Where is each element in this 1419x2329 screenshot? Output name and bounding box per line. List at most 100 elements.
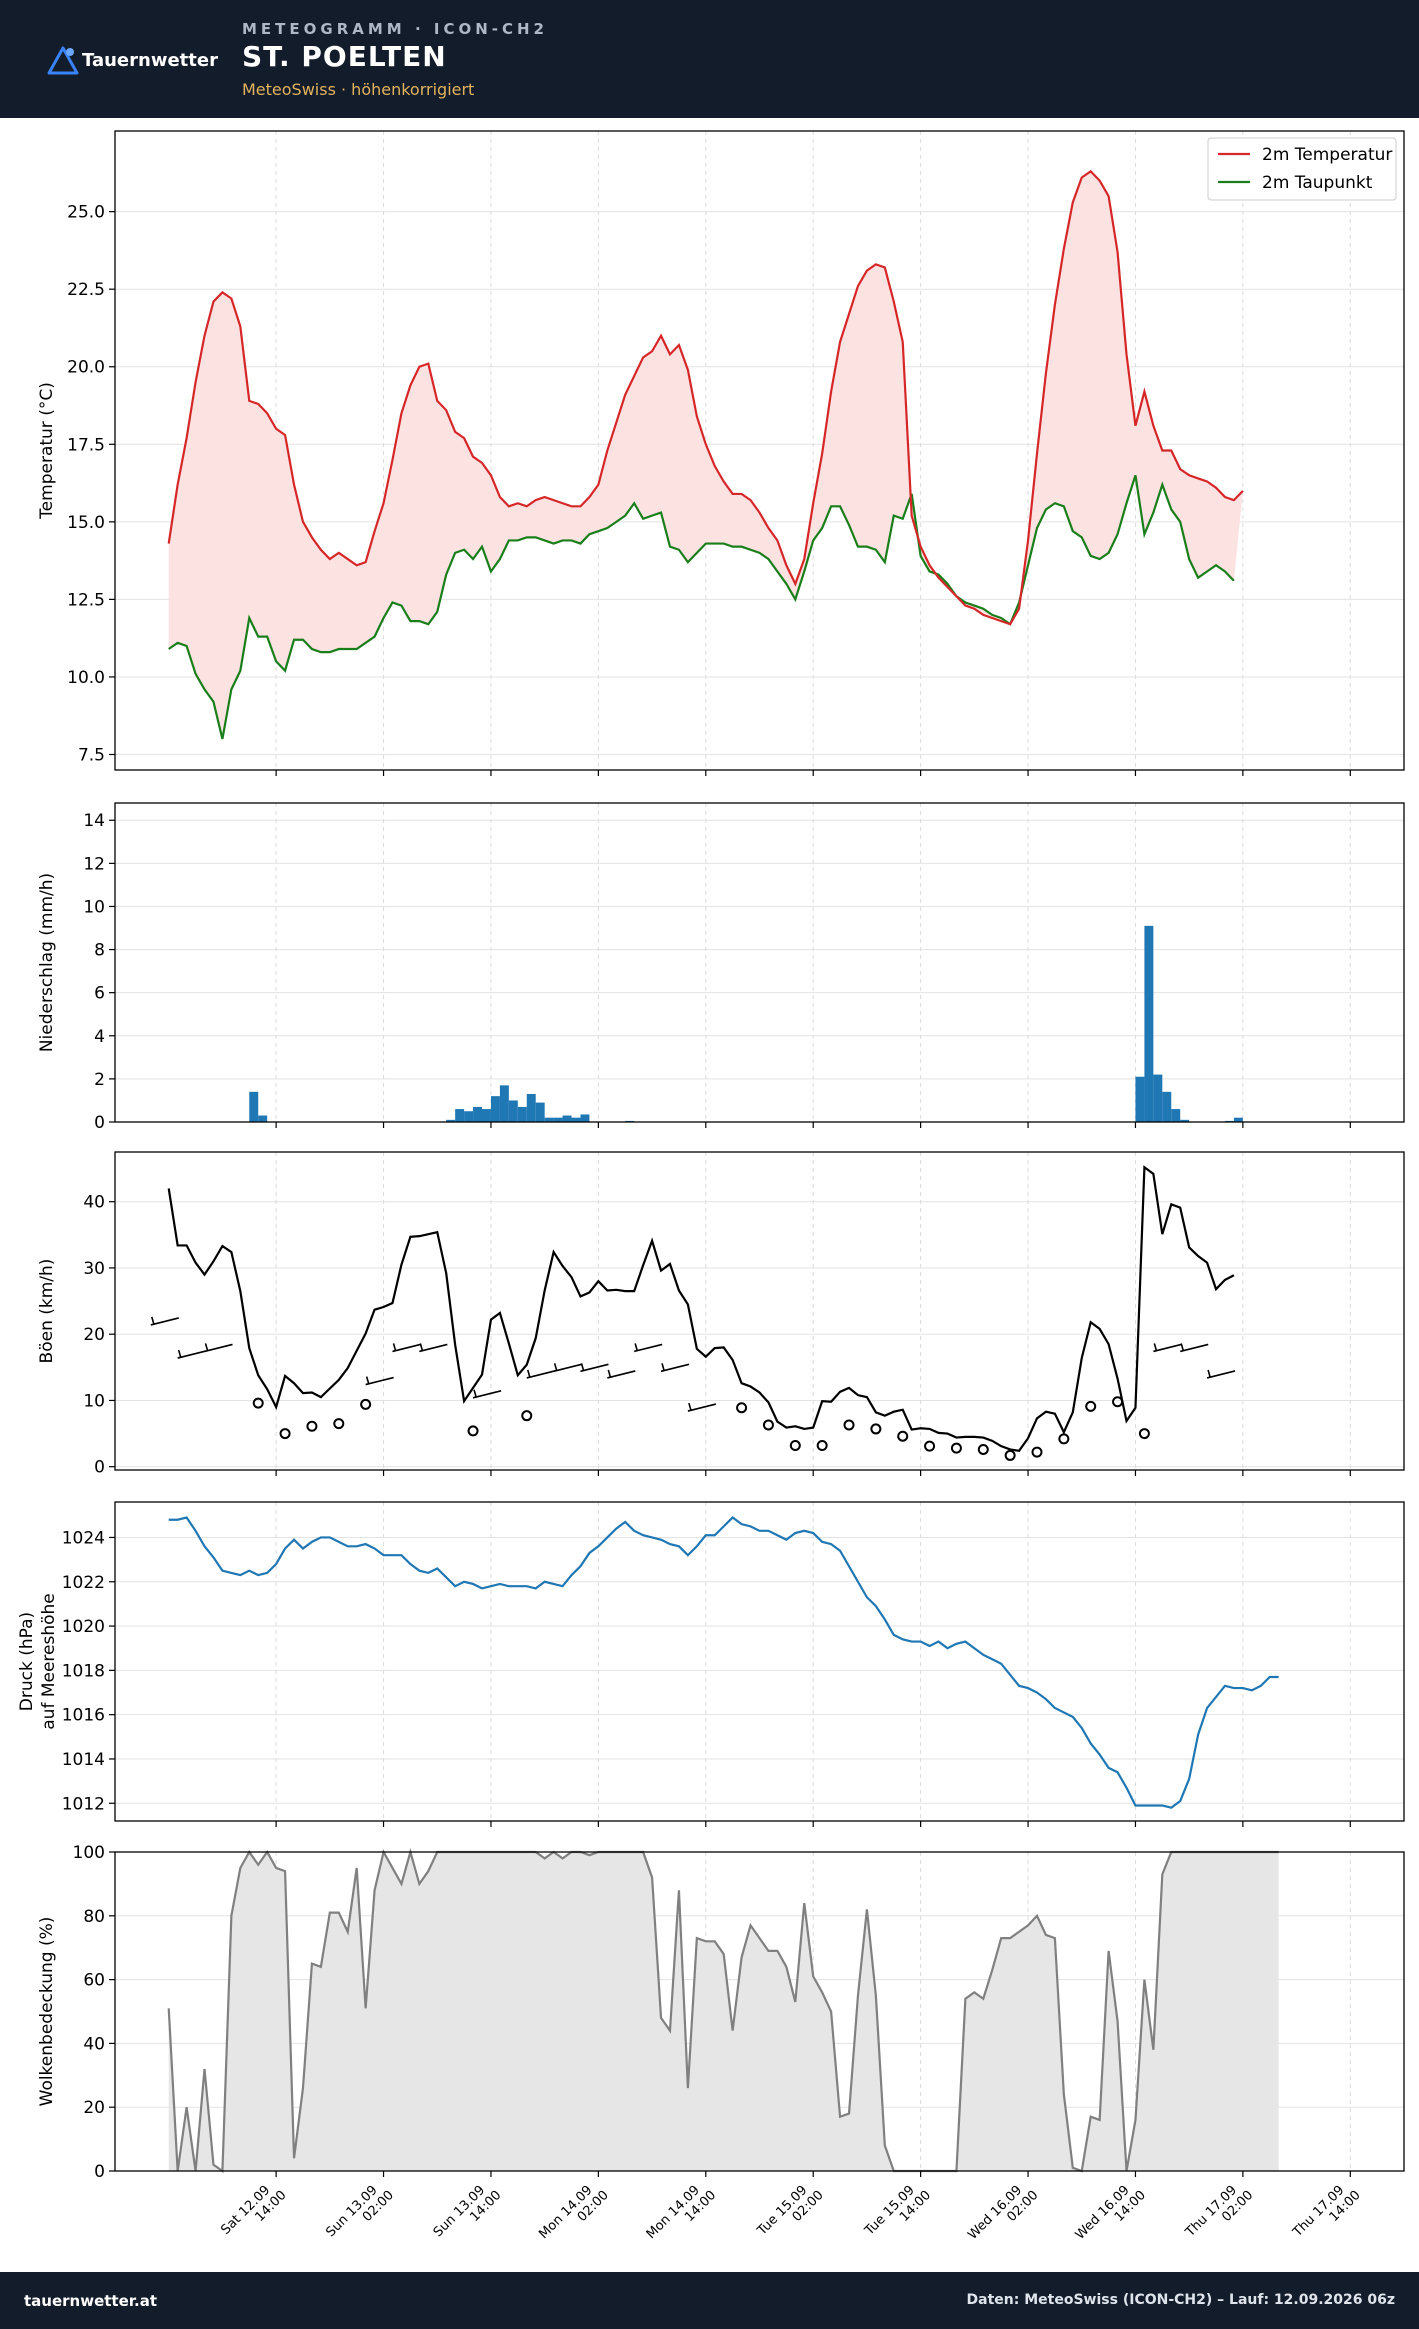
panel-frame — [114, 1851, 1405, 2172]
y-tick-label: 6 — [94, 984, 105, 1004]
precip-bar — [508, 1100, 518, 1122]
page-title: ST. POELTEN — [242, 40, 447, 73]
precip-bar — [1180, 1119, 1190, 1122]
x-tick-label: Thu 17.0914:00 — [1290, 2177, 1364, 2251]
calm-marker — [843, 1419, 855, 1431]
y-tick-label: 20.0 — [67, 358, 105, 378]
precip-bar — [517, 1106, 527, 1122]
y-tick-label: 30 — [83, 1259, 105, 1279]
wind-barb-flag — [151, 1316, 155, 1325]
header-subtitle: MeteoSwiss · höhenkorrigiert — [242, 80, 475, 99]
calm-marker — [1138, 1428, 1150, 1440]
calm-marker — [1004, 1449, 1016, 1461]
precip-bar — [464, 1111, 474, 1122]
y-tick-label: 1018 — [62, 1661, 105, 1681]
calm-marker — [1085, 1400, 1097, 1412]
wind-barb-flag — [1180, 1343, 1184, 1351]
wind-barb-flag — [661, 1363, 665, 1371]
wind-barb — [392, 1343, 421, 1353]
y-tick-label: 1020 — [62, 1617, 105, 1637]
wind-barb-flag — [473, 1389, 477, 1398]
panel-frame — [114, 130, 1405, 771]
y-tick-label: 25.0 — [67, 203, 105, 223]
pressure-line — [168, 1516, 1279, 1809]
legend-dewpoint-label: 2m Taupunkt — [1262, 173, 1373, 193]
dewpoint-line — [168, 474, 1235, 740]
logo-text[interactable]: Tauernwetter — [82, 50, 218, 71]
x-tick-label: Thu 17.0902:00 — [1182, 2177, 1256, 2251]
precip-bar — [258, 1115, 268, 1122]
footer-source: Daten: MeteoSwiss (ICON-CH2) – Lauf: 12.… — [966, 2292, 1395, 2308]
precip-bar — [249, 1091, 259, 1122]
wind-barb — [660, 1363, 690, 1373]
panel-2: 0 2 4 6 8 10 12 14 Niederschlag (mm/h) — [37, 802, 1405, 1133]
precip-bar — [473, 1106, 483, 1122]
x-tick-label: Tue 15.0902:00 — [754, 2177, 827, 2250]
panel-5: 0 20 40 60 80 100 Wolkenbedeckung (%) — [37, 1843, 1405, 2182]
y-tick-label: 60 — [83, 1971, 105, 1991]
panel-4: 1012 1014 1016 1018 1020 1022 1024 Druck (hPa) a… — [17, 1501, 1405, 1827]
y-tick-label: 12 — [83, 854, 105, 874]
precip-bar — [526, 1093, 536, 1122]
precip-bar — [553, 1117, 563, 1122]
wind-barb — [580, 1363, 609, 1373]
y-tick-label: 40 — [83, 2034, 105, 2054]
precip-bar — [571, 1117, 581, 1122]
wind-barb — [526, 1370, 555, 1379]
y-tick-label: 10.0 — [67, 668, 105, 688]
calm-marker — [279, 1428, 291, 1440]
gust-line — [167, 1165, 1235, 1452]
precip-bar — [562, 1115, 572, 1122]
footer-bar: tauernwetter.at Daten: MeteoSwiss (ICON-… — [0, 2272, 1419, 2329]
precip-bar — [455, 1109, 465, 1122]
y-tick-label: 17.5 — [67, 435, 105, 455]
temperature-line — [167, 169, 1244, 626]
y-tick-label: 12.5 — [67, 590, 105, 610]
calm-marker — [924, 1440, 936, 1452]
calm-marker — [306, 1420, 318, 1432]
legend-box — [1207, 137, 1397, 201]
wind-barb — [472, 1390, 502, 1399]
wind-barb-flag — [204, 1343, 209, 1351]
y-axis-label: Druck (hPa) — [17, 1612, 37, 1711]
y-tick-label: 40 — [83, 1193, 105, 1213]
wind-barb-flag — [365, 1376, 370, 1384]
x-tick-label: Sat 12.0914:00 — [218, 2177, 289, 2248]
x-tick-label: Sun 13.0902:00 — [323, 2177, 397, 2251]
calm-marker — [762, 1419, 774, 1431]
temp-dewpoint-fill — [168, 171, 1243, 739]
calm-marker — [333, 1418, 345, 1430]
y-tick-label: 10 — [83, 1391, 105, 1411]
y-axis-label: Temperatur (°C) — [37, 382, 57, 520]
y-tick-label: 4 — [94, 1027, 105, 1047]
wind-barb-flag — [553, 1363, 558, 1371]
wind-barb-flag — [526, 1369, 531, 1378]
x-tick-label: Wed 16.0902:00 — [965, 2177, 1041, 2253]
footer-site-link[interactable]: tauernwetter.at — [24, 2292, 158, 2310]
y-axis-label: auf Meereshöhe — [39, 1593, 59, 1730]
precip-bar — [1144, 925, 1154, 1122]
y-tick-label: 20 — [83, 2098, 105, 2118]
y-tick-label: 7.5 — [78, 745, 105, 765]
header-kicker: METEOGRAMM · ICON-CH2 — [242, 20, 548, 38]
y-tick-label: 1014 — [62, 1750, 105, 1770]
panel-1: 2m Temperatur 2m Taupunkt 7.5 10.0 12.5 15.0 1… — [37, 130, 1405, 776]
y-tick-label: 2 — [94, 1070, 105, 1090]
wind-barb-flag — [607, 1369, 612, 1378]
cloud-area — [168, 1852, 1279, 2171]
wind-barb — [150, 1317, 179, 1326]
y-tick-label: 1012 — [62, 1794, 105, 1814]
y-tick-label: 14 — [83, 811, 105, 831]
mountain-logo-icon — [47, 46, 79, 75]
y-tick-label: 0 — [94, 1113, 105, 1133]
wind-barb-flag — [688, 1402, 692, 1411]
panel-frame — [114, 1501, 1405, 1822]
wind-barb — [1153, 1343, 1182, 1353]
panel-frame — [114, 1151, 1405, 1471]
y-tick-label: 1024 — [62, 1528, 105, 1548]
y-tick-label: 15.0 — [67, 513, 105, 533]
header-bar: Tauernwetter METEOGRAMM · ICON-CH2 ST. P… — [0, 0, 1419, 118]
wind-barb-flag — [1207, 1369, 1211, 1378]
calm-marker — [360, 1398, 372, 1410]
calm-marker — [1058, 1433, 1070, 1445]
